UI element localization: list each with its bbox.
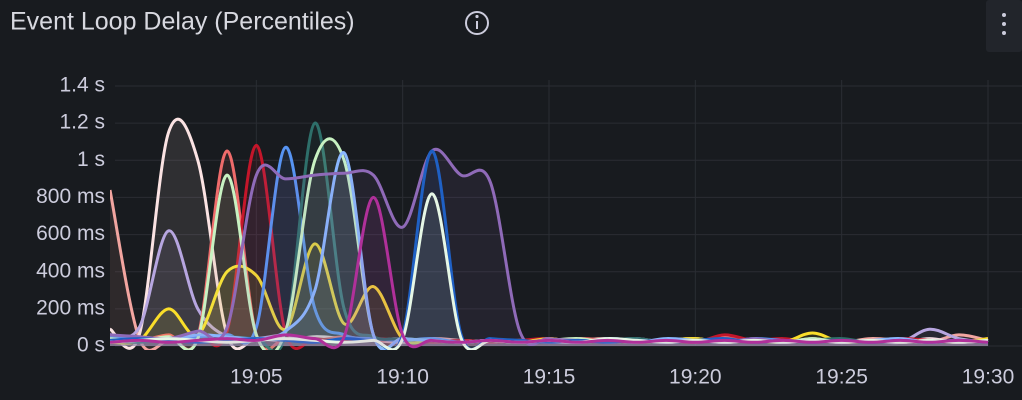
series-area bbox=[110, 119, 988, 349]
series-area bbox=[110, 147, 988, 346]
series-line bbox=[110, 195, 989, 350]
x-tick-label: 19:10 bbox=[376, 366, 429, 389]
axis-labels: 0 s 200 ms 400 ms 600 ms 800 ms 1 s 1.2 s 1.4 s… bbox=[36, 74, 1014, 389]
series-area bbox=[110, 243, 988, 346]
y-tick-label: 400 ms bbox=[36, 259, 105, 282]
panel-menu[interactable] bbox=[986, 0, 1022, 52]
y-tick-label: 200 ms bbox=[36, 296, 105, 319]
y-tick-label: 0 s bbox=[77, 334, 105, 357]
y-tick-label: 1.4 s bbox=[59, 74, 105, 97]
series-area bbox=[110, 138, 988, 350]
y-tick-label: 1.2 s bbox=[59, 111, 105, 134]
grid bbox=[115, 80, 1022, 347]
series-area bbox=[110, 149, 988, 346]
series-area bbox=[110, 123, 988, 350]
series-area bbox=[110, 152, 988, 350]
info-icon[interactable] bbox=[465, 11, 489, 35]
x-tick-label: 19:20 bbox=[669, 366, 722, 389]
panel-title: Event Loop Delay (Percentiles) bbox=[10, 8, 355, 36]
x-tick-label: 19:25 bbox=[815, 366, 868, 389]
plot-area bbox=[110, 117, 989, 350]
x-tick-label: 19:30 bbox=[962, 366, 1015, 389]
x-tick-label: 19:15 bbox=[523, 366, 576, 389]
y-tick-label: 800 ms bbox=[36, 185, 105, 208]
x-tick-label: 19:05 bbox=[230, 366, 283, 389]
y-tick-label: 1 s bbox=[77, 148, 105, 171]
y-tick-label: 600 ms bbox=[36, 222, 105, 245]
